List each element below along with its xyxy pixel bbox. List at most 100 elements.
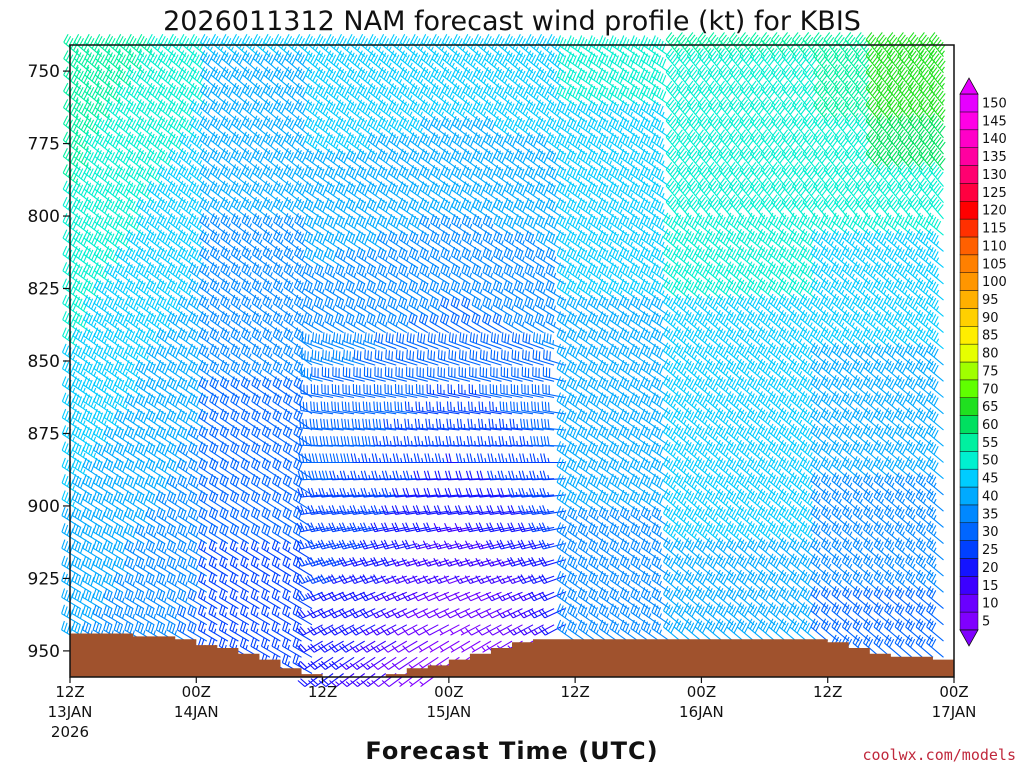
wind-barb [852,488,871,512]
wind-barb [640,51,660,74]
wind-barb [507,487,534,498]
wind-barb [841,391,860,415]
wind-barb [768,456,786,480]
wind-barb [166,539,187,561]
wind-barb [577,570,597,593]
wind-barb [324,279,344,301]
wind-barb [293,311,313,334]
wind-barb [799,537,818,561]
wind-barb [598,587,618,610]
wind-barb [503,263,523,285]
wind-barb [156,425,176,447]
wind-barb [168,115,187,139]
wind-barb [567,165,587,187]
wind-barb [728,178,744,204]
wind-barb [789,358,808,382]
wind-barb [103,490,123,512]
terrain-surface [70,633,954,677]
wind-barb [135,376,155,398]
wind-barb [588,587,608,610]
colorbar-swatch [959,93,979,113]
wind-barb [177,311,197,334]
wind-barb [778,521,797,545]
wind-barb [778,504,797,528]
wind-barb [926,293,944,317]
wind-barb [357,99,376,122]
wind-barb [189,33,208,58]
wind-barb [884,439,902,463]
wind-barb [146,262,166,285]
wind-barb [94,115,113,139]
wind-barb [926,407,944,431]
wind-barb [406,332,428,350]
wind-barb [525,148,544,171]
wind-barb [609,278,629,301]
wind-barb [651,570,671,593]
wind-barb [409,99,429,122]
wind-barb [630,327,650,350]
wind-barb [294,50,313,74]
wind-barb [296,608,323,619]
wind-barb [863,439,881,463]
wind-barb [325,115,344,139]
wind-barb [768,407,786,431]
wind-barb [349,539,376,550]
wind-barb [810,245,829,269]
wind-barb [926,537,944,561]
wind-barb [831,407,850,431]
wind-barb [177,474,197,496]
wind-barb [781,97,797,122]
wind-barb [92,539,113,561]
colorbar-tick-label: 10 [982,597,999,612]
colorbar-tick-label: 90 [982,311,999,326]
wind-barb [873,439,892,463]
wind-barb [82,408,102,431]
wind-barb [210,180,229,204]
wind-barb [92,588,113,610]
wind-barb [482,296,502,317]
wind-barb [240,408,260,431]
wind-barb [124,408,145,431]
wind-barb [630,197,650,220]
wind-barb [423,522,450,533]
wind-barb [619,132,639,155]
wind-barb [728,80,744,106]
wind-barb [146,294,166,317]
wind-barb [103,408,123,431]
wind-barb [715,456,734,480]
wind-barb [177,327,197,350]
wind-barb [420,99,439,122]
wind-barb [104,262,123,285]
wind-barb [419,279,439,301]
wind-barb [598,424,618,447]
wind-barb [663,456,681,480]
wind-barb [240,457,260,480]
wind-barb [694,504,713,528]
wind-barb [567,522,587,545]
wind-barb [577,132,597,155]
wind-barb [567,408,587,431]
wind-barb [640,262,660,285]
wind-barb [619,311,639,334]
wind-barb [177,359,197,382]
wind-barb [820,521,839,545]
wind-barb [434,487,460,498]
wind-barb [230,311,250,334]
wind-barb [241,164,260,187]
wind-barb [263,33,281,58]
wind-barb [684,212,702,236]
wind-barb [884,423,902,447]
wind-barb [262,294,281,317]
wind-barb [104,213,123,236]
wind-barb [802,145,818,171]
wind-barb [461,246,481,269]
wind-barb [450,263,471,285]
wind-barb [377,148,397,171]
wind-barb [504,132,523,155]
wind-barb [852,472,871,496]
wind-barb [855,194,871,220]
wind-barb [124,523,144,545]
wind-barb [271,474,292,496]
wind-barb [928,129,946,155]
wind-barb [577,35,597,58]
